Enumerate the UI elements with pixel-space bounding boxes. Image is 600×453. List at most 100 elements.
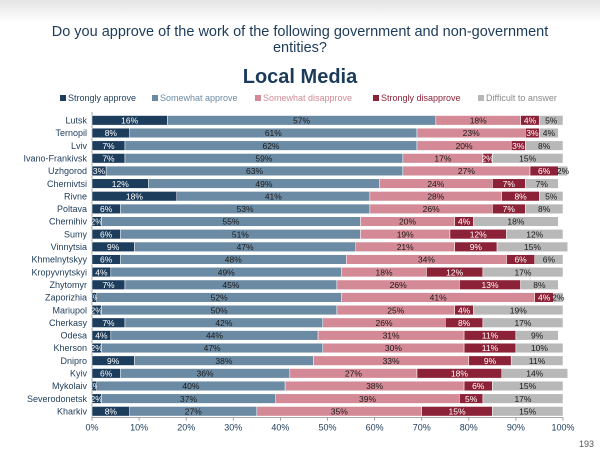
data-label: 15% <box>524 242 541 252</box>
x-tick-label: 90% <box>507 423 525 433</box>
data-label: 3% <box>93 166 106 176</box>
data-label: 4% <box>458 305 471 315</box>
data-label: 27% <box>345 369 362 379</box>
data-label: 2% <box>481 153 494 163</box>
category-label: Mykolaiv <box>52 381 88 391</box>
data-label: 61% <box>265 128 282 138</box>
data-label: 39% <box>359 394 376 404</box>
page-number: 193 <box>578 439 594 449</box>
bar-segment-difficult-to-answer <box>534 254 564 265</box>
data-label: 10% <box>531 343 548 353</box>
category-label: Ivano-Frankivsk <box>23 153 87 163</box>
data-label: 40% <box>182 381 199 391</box>
x-tick-label: 80% <box>460 423 478 433</box>
category-label: Dnipro <box>60 356 87 366</box>
category-label: Mariupol <box>52 305 87 315</box>
data-label: 42% <box>215 318 232 328</box>
x-tick-label: 0% <box>85 423 98 433</box>
data-label: 6% <box>543 255 556 265</box>
bar-segment-difficult-to-answer <box>539 115 564 126</box>
x-tick-label: 100% <box>551 423 574 433</box>
bar-segment-difficult-to-answer <box>492 380 564 392</box>
data-label: 1% <box>88 293 101 303</box>
legend-swatch-somewhat-disapprove <box>255 95 261 101</box>
data-label: 7% <box>503 179 516 189</box>
data-label: 52% <box>211 293 228 303</box>
data-label: 5% <box>545 116 558 126</box>
legend-swatch-strongly-disapprove <box>373 95 379 101</box>
data-label: 4% <box>543 128 556 138</box>
bar-segment-difficult-to-answer <box>515 330 559 341</box>
category-label: Zaporizhia <box>45 293 87 303</box>
data-label: 59% <box>255 153 272 163</box>
bar-segment-difficult-to-answer <box>520 279 559 290</box>
bar-segment-difficult-to-answer <box>492 153 564 164</box>
data-label: 8% <box>458 318 471 328</box>
data-label: 27% <box>185 406 202 416</box>
data-label: 2% <box>91 394 104 404</box>
data-label: 11% <box>529 356 546 366</box>
bar-segment-difficult-to-answer <box>482 393 564 404</box>
legend-label-strongly-approve: Strongly approve <box>68 93 136 103</box>
bar-segment-difficult-to-answer <box>482 267 564 278</box>
data-label: 12% <box>526 229 543 239</box>
data-label: 26% <box>376 318 393 328</box>
data-label: 4% <box>458 217 471 227</box>
data-label: 2% <box>557 166 570 176</box>
data-label: 44% <box>206 331 223 341</box>
legend-label-somewhat-approve: Somewhat approve <box>160 93 238 103</box>
data-label: 23% <box>463 128 480 138</box>
data-label: 7% <box>102 141 115 151</box>
x-tick-label: 50% <box>318 423 336 433</box>
data-label: 49% <box>255 179 272 189</box>
data-label: 2% <box>91 343 104 353</box>
category-label: Lviv <box>71 141 88 151</box>
category-label: Severodonetsk <box>27 394 88 404</box>
category-label: Sumy <box>64 229 88 239</box>
data-label: 41% <box>430 293 447 303</box>
data-label: 28% <box>427 191 444 201</box>
data-label: 7% <box>503 204 516 214</box>
data-label: 47% <box>204 343 221 353</box>
header-band <box>0 0 600 22</box>
data-label: 26% <box>423 204 440 214</box>
data-label: 15% <box>519 153 536 163</box>
data-label: 18% <box>451 369 468 379</box>
data-label: 15% <box>519 406 536 416</box>
data-label: 63% <box>246 166 263 176</box>
data-label: 53% <box>237 204 254 214</box>
data-label: 6% <box>100 369 113 379</box>
bar-segment-difficult-to-answer <box>510 355 564 366</box>
legend-label-strongly-disapprove: Strongly disapprove <box>381 93 461 103</box>
data-label: 31% <box>383 331 400 341</box>
legend-label-somewhat-disapprove: Somewhat disapprove <box>263 93 352 103</box>
data-label: 8% <box>105 128 118 138</box>
data-label: 37% <box>180 394 197 404</box>
question-text: Do you approve of the work of the follow… <box>51 24 549 56</box>
data-label: 50% <box>211 305 228 315</box>
bar-segment-difficult-to-answer <box>525 178 559 189</box>
data-label: 38% <box>366 381 383 391</box>
category-label: Khmelnytskyy <box>31 255 87 265</box>
data-label: 8% <box>533 280 546 290</box>
data-label: 17% <box>434 153 451 163</box>
data-label: 21% <box>397 242 414 252</box>
data-label: 49% <box>218 267 235 277</box>
data-label: 2% <box>91 305 104 315</box>
data-label: 45% <box>222 280 239 290</box>
data-label: 16% <box>121 116 138 126</box>
data-label: 6% <box>100 204 113 214</box>
category-label: Odesa <box>60 331 87 341</box>
data-label: 36% <box>197 369 214 379</box>
bar-segment-difficult-to-answer <box>553 292 564 303</box>
data-label: 33% <box>383 356 400 366</box>
data-label: 18% <box>470 116 487 126</box>
data-label: 12% <box>470 229 487 239</box>
category-label: Uzhgorod <box>48 166 87 176</box>
data-label: 7% <box>102 280 115 290</box>
data-label: 4% <box>95 267 108 277</box>
data-label: 15% <box>519 381 536 391</box>
data-label: 3% <box>512 141 525 151</box>
data-label: 34% <box>418 255 435 265</box>
